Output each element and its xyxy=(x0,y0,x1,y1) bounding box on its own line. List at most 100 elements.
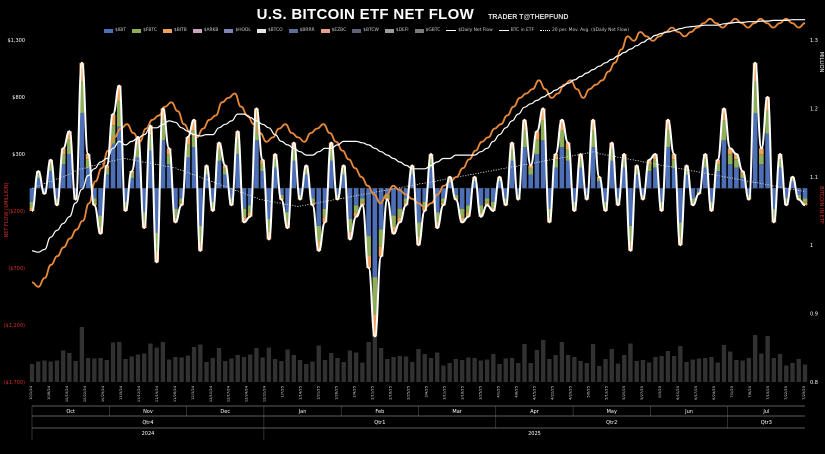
flow-bar-fbtc xyxy=(191,130,197,148)
flow-bar-ibit xyxy=(640,188,646,196)
flow-bar-bitb xyxy=(434,222,440,229)
flow-bar-ibit xyxy=(734,167,739,189)
date-tick-label: 1/7/25 xyxy=(281,386,285,398)
flow-bar-fbtc xyxy=(503,198,509,203)
date-tick-label: 3/4/25 xyxy=(425,386,429,398)
date-tick-label: 3/18/25 xyxy=(460,386,464,400)
flow-bar-ibit xyxy=(466,188,471,206)
flow-bar-ibit xyxy=(160,140,166,189)
flow-bar-fbtc xyxy=(646,163,652,172)
legend-swatch xyxy=(192,28,202,33)
flow-bar-fbtc xyxy=(229,198,234,203)
flow-bar-bitb xyxy=(646,159,652,164)
date-tick-label: 7/22/25 xyxy=(784,386,788,400)
flow-bar-bitb xyxy=(659,207,664,211)
flow-bar-bitb xyxy=(160,108,166,121)
date-tick-label: 10/15/24 xyxy=(65,385,69,402)
flow-bar-fbtc xyxy=(459,208,465,218)
volume-bar xyxy=(609,349,614,382)
volume-bar xyxy=(36,361,41,382)
volume-bar xyxy=(60,350,66,382)
flow-bar-fbtc xyxy=(35,173,41,178)
legend-item: $GBTC xyxy=(414,28,440,33)
date-tick-label: 3/11/25 xyxy=(443,386,447,400)
flow-bar-ibit xyxy=(596,181,602,189)
flow-bar-ibit xyxy=(634,174,640,189)
volume-bar xyxy=(304,364,309,382)
flow-bar-fbtc xyxy=(547,208,552,218)
flow-bar-fbtc xyxy=(690,198,696,203)
legend-item: $BTCW xyxy=(352,28,379,33)
flow-bar-ibit xyxy=(671,167,677,189)
flow-bar-ibit xyxy=(322,188,328,209)
flow-bar-fbtc xyxy=(802,198,808,203)
volume-bar xyxy=(29,364,35,382)
flow-bar-bitb xyxy=(310,202,315,206)
flow-bar-ibit xyxy=(540,140,546,189)
left-tick-label: $300 xyxy=(12,152,25,158)
flow-bar-ibit xyxy=(572,188,577,202)
flow-bar-ibit xyxy=(646,171,652,189)
volume-bar xyxy=(291,355,297,382)
flow-bar-bitb xyxy=(665,119,671,131)
flow-bar-bitb xyxy=(553,154,558,160)
flow-bar-fbtc xyxy=(522,130,527,148)
volume-bar xyxy=(759,353,764,382)
volume-bar xyxy=(129,356,134,382)
volume-bar xyxy=(391,357,396,382)
legend-item: $BITB xyxy=(162,28,187,33)
flow-bar-ibit xyxy=(490,188,496,202)
flow-bar-ibit xyxy=(534,154,540,189)
flow-bar-ibit xyxy=(29,188,35,202)
flow-bar-fbtc xyxy=(260,163,265,172)
flow-bar-fbtc xyxy=(285,212,290,223)
flow-bar-fbtc xyxy=(621,159,627,168)
flow-bar-ibit xyxy=(659,188,664,202)
flow-bar-bitb xyxy=(154,251,160,263)
volume-bar xyxy=(117,342,122,382)
volume-bar xyxy=(85,358,91,382)
flow-bar-bitb xyxy=(534,131,540,140)
flow-bar-bitb xyxy=(322,217,328,223)
flow-bar-bitb xyxy=(328,142,334,150)
date-tick-label: 12/31/24 xyxy=(263,385,267,402)
volume-bar xyxy=(285,349,290,382)
legend-label: $FBTC xyxy=(143,28,157,33)
month-label: Nov xyxy=(143,409,153,415)
volume-bar xyxy=(110,342,116,382)
flow-bar-ibit xyxy=(384,188,390,196)
flow-bar-bitb xyxy=(366,256,371,268)
flow-bar-fbtc xyxy=(222,168,228,175)
volume-bar xyxy=(597,366,602,382)
flow-bar-ibit xyxy=(92,188,97,199)
flow-bar-fbtc xyxy=(391,215,396,227)
volume-bar xyxy=(241,357,247,382)
flow-bar-ibit xyxy=(378,188,384,230)
flow-bar-fbtc xyxy=(397,208,403,218)
volume-bar xyxy=(148,343,153,382)
flow-bar-ibit xyxy=(173,188,178,209)
flow-bar-bitb xyxy=(721,108,727,121)
flow-bar-fbtc xyxy=(478,205,484,213)
volume-bar xyxy=(678,346,683,382)
flow-bar-fbtc xyxy=(85,159,91,168)
flow-bar-fbtc xyxy=(771,208,777,218)
flow-bar-fbtc xyxy=(403,198,409,203)
volume-bar xyxy=(740,360,745,382)
volume-bar xyxy=(721,345,727,382)
flow-bar-ibit xyxy=(54,188,60,199)
flow-bar-ibit xyxy=(79,112,85,189)
volume-bar xyxy=(216,348,222,382)
date-tick-label: 4/29/25 xyxy=(568,386,572,400)
flow-bar-fbtc xyxy=(54,198,60,203)
flow-bar-bitb xyxy=(60,148,66,155)
flow-bar-bitb xyxy=(621,154,627,160)
legend-item: $BRRR xyxy=(288,28,315,33)
flow-bar-ibit xyxy=(129,177,135,189)
flow-bar-ibit xyxy=(690,188,696,199)
flow-bar-fbtc xyxy=(235,139,241,154)
flow-bar-fbtc xyxy=(603,201,608,208)
flow-bar-ibit xyxy=(247,188,253,206)
flow-bar-fbtc xyxy=(92,198,97,203)
flow-bar-bitb xyxy=(422,207,428,211)
